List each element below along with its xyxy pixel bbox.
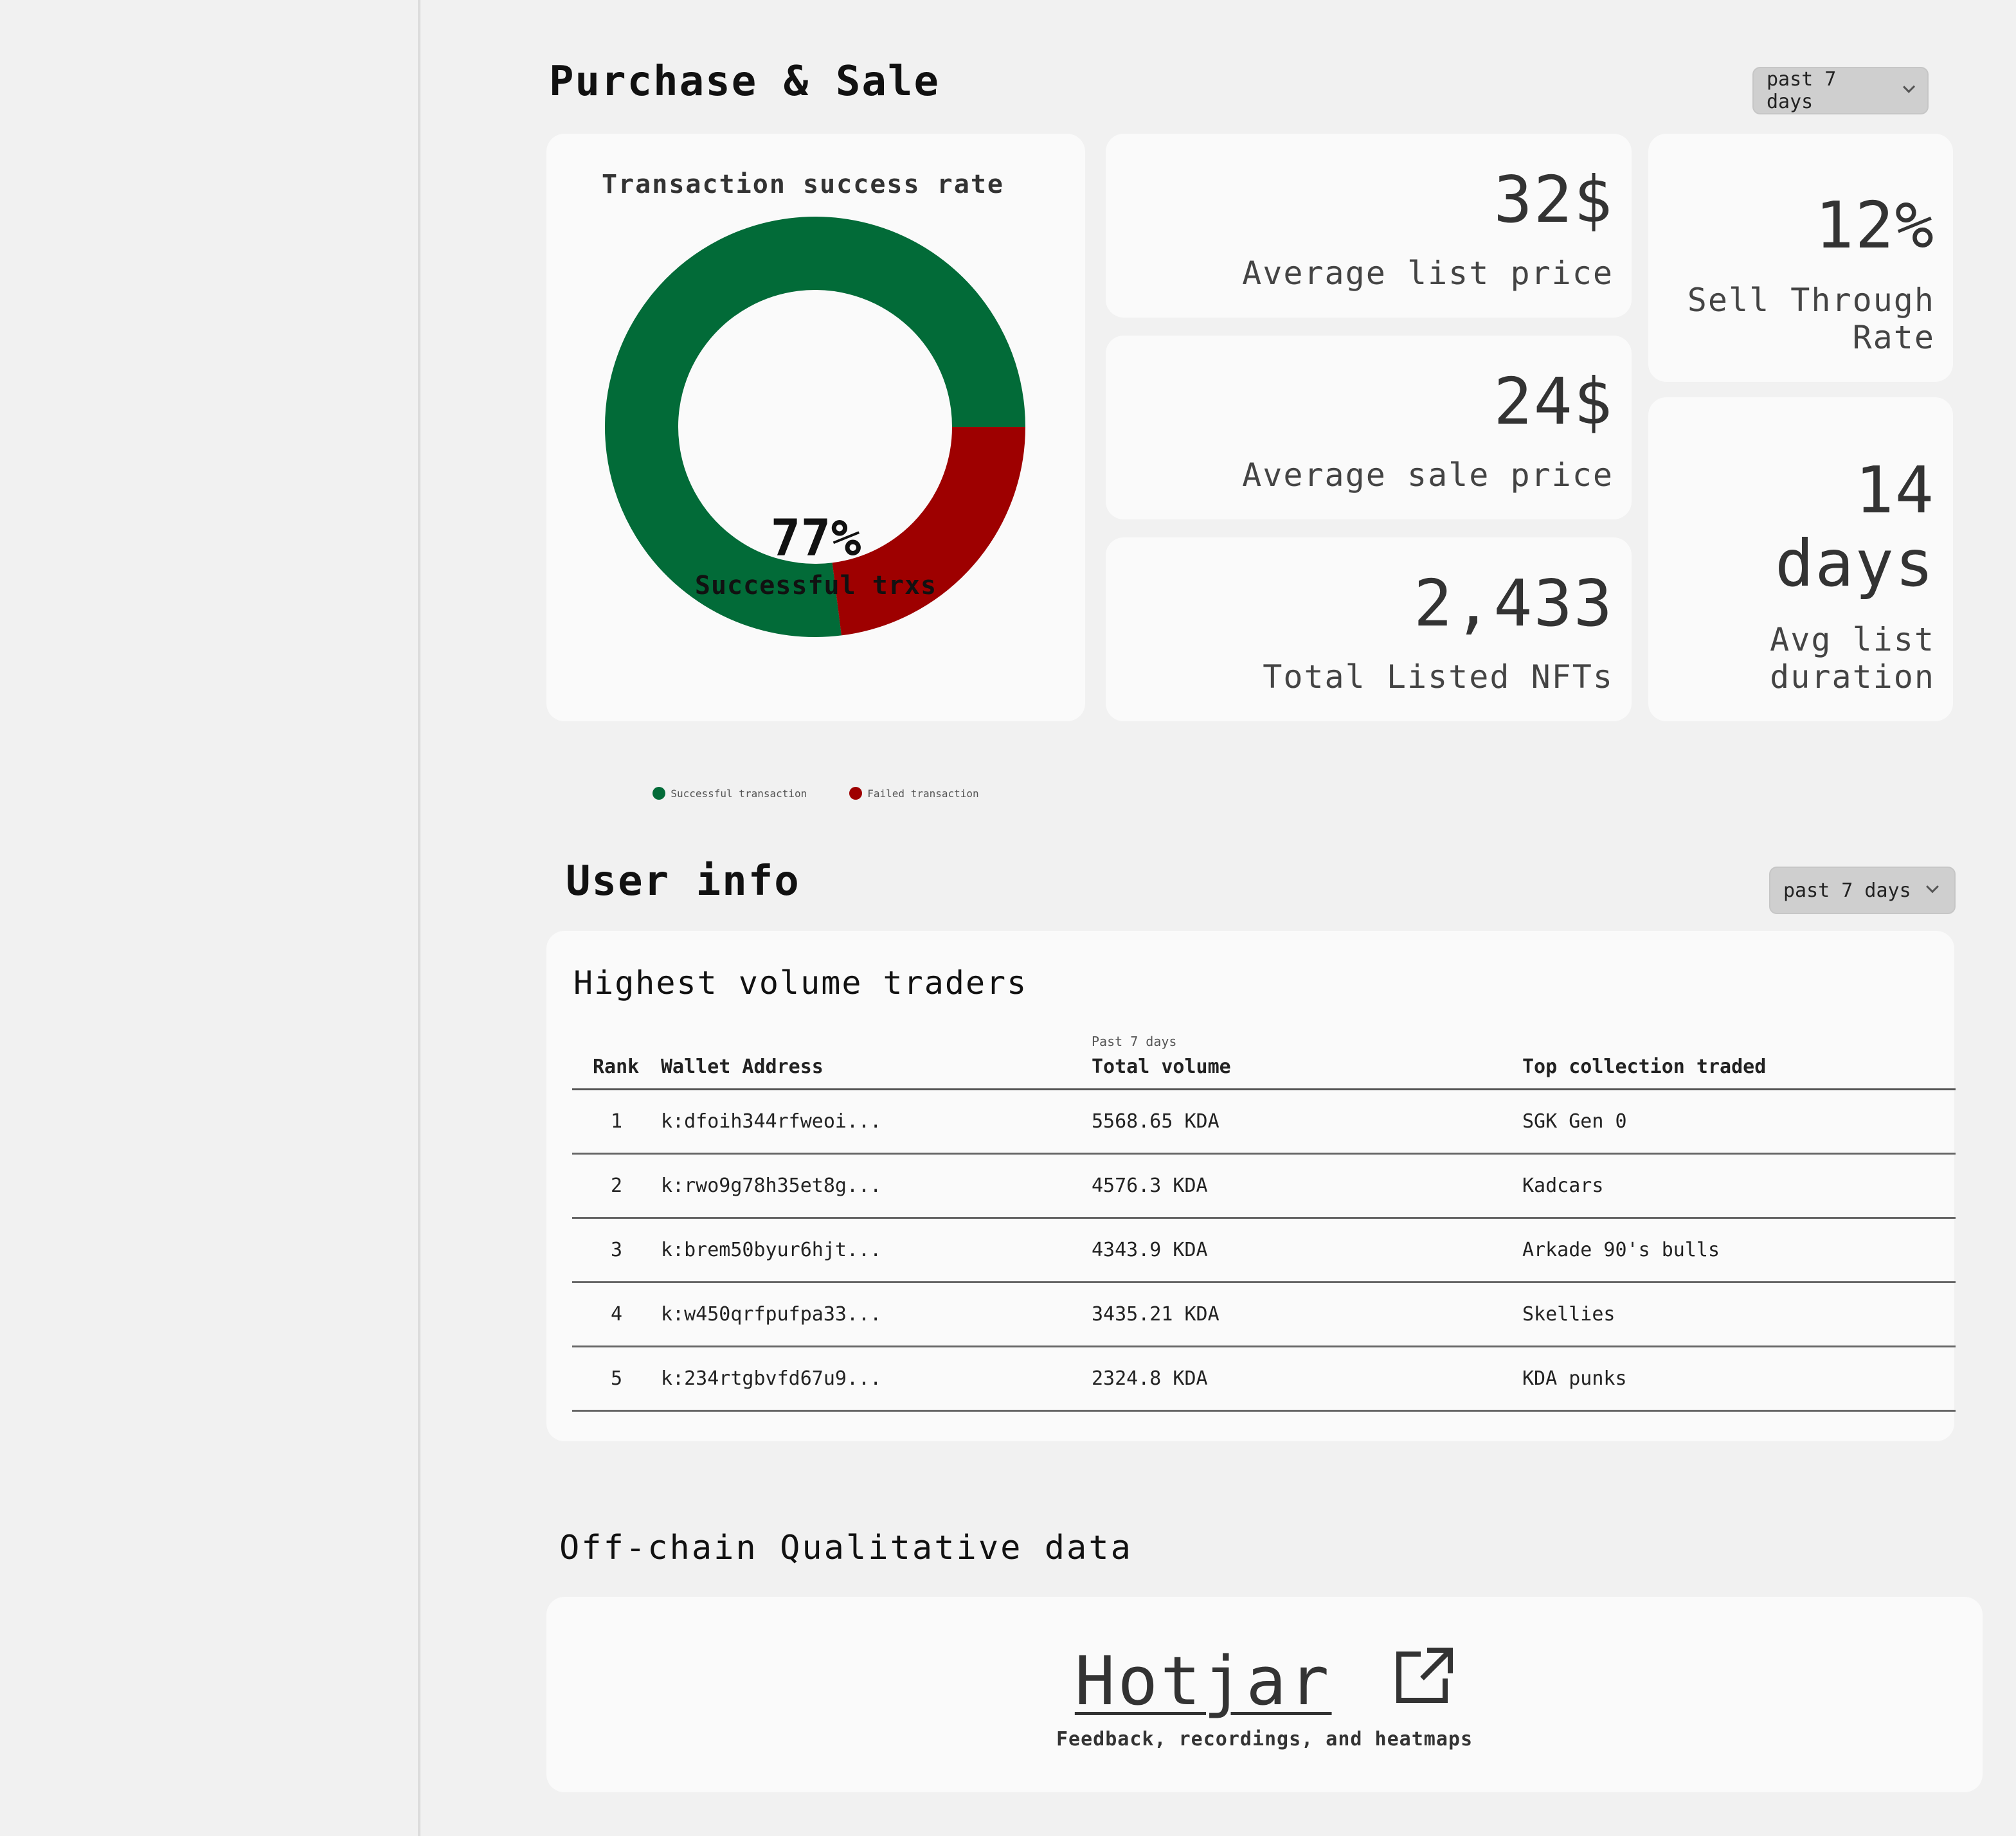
table-row: 5 k:234rtgbvfd67u9... 2324.8 KDA KDA punks <box>572 1346 1956 1412</box>
purchase-sale-range-select[interactable]: past 7 days <box>1752 67 1929 114</box>
cell-collection: KDA punks <box>1522 1346 1956 1412</box>
header-rank: Rank <box>572 1025 661 1090</box>
legend-label-failed: Failed transaction <box>867 787 979 800</box>
header-collection: Top collection traded <box>1522 1025 1956 1090</box>
table-header-row: Rank Wallet Address Past 7 days Total vo… <box>572 1025 1956 1090</box>
donut-center-value: 77% <box>770 510 861 568</box>
cell-wallet[interactable]: k:brem50byur6hjt... <box>661 1218 1092 1283</box>
donut-legend: Successful transaction Failed transactio… <box>546 787 1085 800</box>
cell-rank: 3 <box>572 1218 661 1283</box>
table-row: 3 k:brem50byur6hjt... 4343.9 KDA Arkade 90'… <box>572 1218 1956 1283</box>
user-info-range-select[interactable]: past 7 days <box>1769 867 1956 914</box>
range-select-value: past 7 days <box>1767 68 1837 113</box>
table-row: 1 k:dfoih344rfweoi... 5568.65 KDA SGK Gen 0 <box>572 1089 1956 1155</box>
sell-through-label-line2: Rate <box>1852 319 1935 356</box>
offchain-title: Off-chain Qualitative data <box>559 1529 1133 1567</box>
legend-dot-success <box>652 787 666 800</box>
avg-list-duration-card: 14 days Avg list duration <box>1648 397 1953 721</box>
sell-through-card: 12% Sell Through Rate <box>1648 134 1953 382</box>
donut-failed-segment <box>605 217 1025 637</box>
purchase-sale-title: Purchase & Sale <box>549 58 940 105</box>
range-select-value: past 7 days <box>1783 879 1911 902</box>
cell-collection: Kadcars <box>1522 1153 1956 1219</box>
avg-duration-value-line2: days <box>1775 526 1935 601</box>
legend-item-success: Successful transaction <box>652 787 807 800</box>
user-info-title: User info <box>566 858 800 905</box>
traders-table: Rank Wallet Address Past 7 days Total vo… <box>572 1025 1956 1412</box>
cell-wallet[interactable]: k:dfoih344rfweoi... <box>661 1089 1092 1155</box>
header-volume-sub: Past 7 days <box>1092 1034 1177 1049</box>
donut-title: Transaction success rate <box>602 170 1004 199</box>
hotjar-subtitle: Feedback, recordings, and heatmaps <box>1056 1728 1473 1751</box>
cell-rank: 1 <box>572 1089 661 1155</box>
hotjar-card: Hotjar Feedback, recordings, and heatmap… <box>546 1597 1983 1792</box>
avg-sale-price-label: Average sale price <box>1242 456 1614 494</box>
external-link-icon[interactable] <box>1392 1645 1454 1707</box>
cell-volume: 3435.21 KDA <box>1092 1282 1522 1347</box>
transaction-success-card: Transaction success rate 77% Successful … <box>546 134 1085 800</box>
chevron-down-icon <box>1902 80 1915 94</box>
cell-rank: 5 <box>572 1346 661 1412</box>
legend-label-success: Successful transaction <box>670 787 807 800</box>
cell-collection: SGK Gen 0 <box>1522 1089 1956 1155</box>
total-listed-value: 2,433 <box>1413 566 1614 641</box>
sell-through-value: 12% <box>1815 188 1935 263</box>
header-volume-label: Total volume <box>1092 1055 1231 1078</box>
traders-card: Highest volume traders Rank Wallet Addre… <box>546 931 1956 1441</box>
avg-duration-value-line1: 14 <box>1855 453 1935 528</box>
legend-dot-failed <box>849 787 863 800</box>
donut-center-label: Successful trxs <box>694 571 937 600</box>
total-listed-label: Total Listed NFTs <box>1263 658 1614 696</box>
header-volume: Past 7 days Total volume <box>1092 1025 1522 1090</box>
table-row: 4 k:w450qrfpufpa33... 3435.21 KDA Skellies <box>572 1282 1956 1347</box>
cell-rank: 2 <box>572 1153 661 1219</box>
hotjar-link[interactable]: Hotjar <box>546 1642 1983 1720</box>
cell-volume: 5568.65 KDA <box>1092 1089 1522 1155</box>
avg-list-price-value: 32$ <box>1493 162 1614 237</box>
hotjar-link-text[interactable]: Hotjar <box>1074 1642 1332 1720</box>
cell-collection: Arkade 90's bulls <box>1522 1218 1956 1283</box>
cell-volume: 4343.9 KDA <box>1092 1218 1522 1283</box>
header-wallet: Wallet Address <box>661 1025 1092 1090</box>
traders-table-title: Highest volume traders <box>573 964 1028 1002</box>
sell-through-label-line1: Sell Through <box>1687 282 1935 319</box>
avg-duration-label-line2: duration <box>1770 658 1935 696</box>
cell-rank: 4 <box>572 1282 661 1347</box>
avg-list-price-card: 32$ Average list price <box>1106 134 1632 318</box>
cell-wallet[interactable]: k:rwo9g78h35et8g... <box>661 1153 1092 1219</box>
table-row: 2 k:rwo9g78h35et8g... 4576.3 KDA Kadcars <box>572 1153 1956 1219</box>
cell-volume: 4576.3 KDA <box>1092 1153 1522 1219</box>
avg-duration-label-line1: Avg list <box>1770 621 1935 658</box>
cell-volume: 2324.8 KDA <box>1092 1346 1522 1412</box>
cell-wallet[interactable]: k:w450qrfpufpa33... <box>661 1282 1092 1347</box>
cell-wallet[interactable]: k:234rtgbvfd67u9... <box>661 1346 1092 1412</box>
cell-collection: Skellies <box>1522 1282 1956 1347</box>
avg-sale-price-card: 24$ Average sale price <box>1106 336 1632 519</box>
sidebar-divider <box>418 0 420 1836</box>
transaction-donut-chart <box>605 217 1025 637</box>
avg-list-price-label: Average list price <box>1242 255 1614 292</box>
legend-item-failed: Failed transaction <box>849 787 979 800</box>
avg-sale-price-value: 24$ <box>1493 364 1614 439</box>
total-listed-card: 2,433 Total Listed NFTs <box>1106 537 1632 721</box>
chevron-down-icon <box>1925 880 1939 894</box>
